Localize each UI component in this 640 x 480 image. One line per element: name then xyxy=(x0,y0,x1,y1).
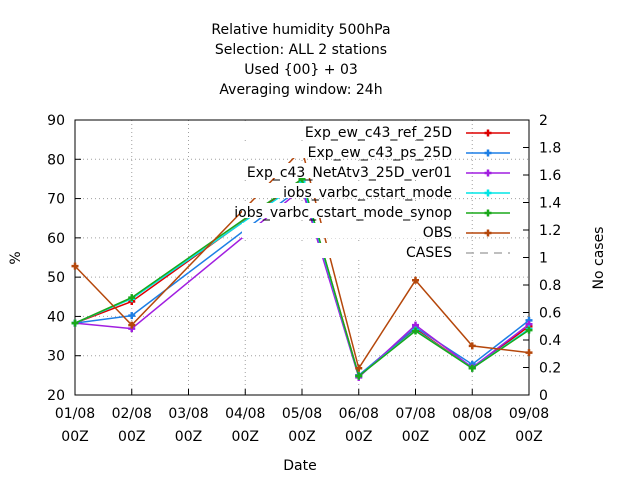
x-tick-label-date: 02/08 xyxy=(112,406,152,422)
legend-item: OBS xyxy=(242,223,510,241)
data-point xyxy=(71,262,79,270)
y2-axis-ticks: 0 0.2 0.4 0.6 0.8 1 1.2 1.4 1.6 1.8 2 xyxy=(523,113,561,404)
title-line: Averaging window: 24h xyxy=(219,82,382,98)
y-tick-label: 90 xyxy=(47,113,65,129)
x-tick-label-date: 08/08 xyxy=(452,406,492,422)
title-line: Relative humidity 500hPa xyxy=(211,22,390,38)
x-tick-label-date: 07/08 xyxy=(395,406,435,422)
y-tick-label: 60 xyxy=(47,231,65,247)
y2-axis-title: No cases xyxy=(591,227,607,290)
legend-item: Exp_ew_c43_ref_25D xyxy=(242,123,510,141)
legend-item: Exp_ew_c43_ps_25D xyxy=(242,143,510,161)
data-point xyxy=(468,342,476,350)
y2-tick-label: 1.8 xyxy=(539,141,561,157)
legend: Exp_ew_c43_ref_25D Exp_ew_c43_ps_25D Exp_c… xyxy=(234,123,510,261)
y-tick-label: 30 xyxy=(47,349,65,365)
legend-swatch-marker xyxy=(484,149,492,157)
legend-swatch-marker xyxy=(484,129,492,137)
legend-item: iobs_varbc_cstart_mode xyxy=(242,183,510,201)
legend-label: OBS xyxy=(423,225,452,241)
y-tick-label: 40 xyxy=(47,309,65,325)
data-point xyxy=(468,364,476,372)
data-point xyxy=(412,276,419,284)
legend-item: iobs_varbc_cstart_mode_synop xyxy=(234,203,510,221)
legend-label-background xyxy=(242,143,451,158)
x-tick-label-hour: 00Z xyxy=(175,429,202,445)
x-tick-label-date: 03/08 xyxy=(168,406,208,422)
y-tick-label: 70 xyxy=(47,192,65,208)
data-point xyxy=(355,372,363,380)
x-tick-label-hour: 00Z xyxy=(118,429,145,445)
legend-label: iobs_varbc_cstart_mode xyxy=(283,185,452,201)
x-tick-label-hour: 00Z xyxy=(515,429,542,445)
y-tick-label: 50 xyxy=(47,270,65,286)
legend-label-background xyxy=(242,243,451,258)
legend-label: Exp_ew_c43_ref_25D xyxy=(305,125,452,141)
legend-swatch-marker xyxy=(484,189,492,197)
title-line: Selection: ALL 2 stations xyxy=(215,42,387,58)
x-tick-label-hour: 00Z xyxy=(345,429,372,445)
x-tick-label-hour: 00Z xyxy=(459,429,486,445)
series-lines xyxy=(71,145,533,381)
x-tick-label-date: 05/08 xyxy=(282,406,322,422)
data-point xyxy=(128,321,136,329)
y2-tick-label: 1.2 xyxy=(539,223,561,239)
legend-label-background xyxy=(242,203,451,218)
chart-title: Relative humidity 500hPa Selection: ALL 2… xyxy=(211,22,390,98)
x-tick-label-date: 09/08 xyxy=(509,406,549,422)
x-tick-label-date: 06/08 xyxy=(339,406,379,422)
legend-label: CASES xyxy=(406,245,452,261)
legend-label-background xyxy=(242,163,451,178)
legend-swatch-marker xyxy=(484,229,492,237)
x-tick-label-date: 01/08 xyxy=(55,406,95,422)
data-point xyxy=(128,294,136,302)
y2-tick-label: 0 xyxy=(539,388,548,404)
legend-label-background xyxy=(242,123,451,138)
y-tick-label: 80 xyxy=(47,152,65,168)
legend-swatch-marker xyxy=(484,209,492,217)
y2-tick-label: 0.4 xyxy=(539,333,561,349)
y2-tick-label: 0.6 xyxy=(539,306,561,322)
y2-tick-label: 2 xyxy=(539,113,548,129)
legend-label: Exp_ew_c43_ps_25D xyxy=(308,145,452,161)
data-point xyxy=(355,364,363,372)
title-line: Used {00} + 03 xyxy=(244,62,358,78)
legend-label: Exp_c43_NetAtv3_25D_ver01 xyxy=(247,165,452,181)
y2-tick-label: 1 xyxy=(539,251,548,267)
y-tick-label: 20 xyxy=(47,388,65,404)
y2-tick-label: 0.2 xyxy=(539,361,561,377)
legend-label-background xyxy=(242,223,451,238)
x-tick-label-hour: 00Z xyxy=(232,429,259,445)
legend-swatch-marker xyxy=(484,169,492,177)
x-tick-label-date: 04/08 xyxy=(225,406,265,422)
y2-tick-label: 1.6 xyxy=(539,168,561,184)
legend-item: CASES xyxy=(242,243,510,261)
y2-tick-label: 0.8 xyxy=(539,278,561,294)
legend-label: iobs_varbc_cstart_mode_synop xyxy=(234,205,452,221)
data-point xyxy=(71,319,79,327)
data-point xyxy=(525,349,533,357)
data-point xyxy=(525,326,533,334)
x-tick-label-hour: 00Z xyxy=(402,429,429,445)
data-point xyxy=(128,312,136,320)
x-tick-label-hour: 00Z xyxy=(288,429,315,445)
y-axis-ticks: 20 30 40 50 60 70 80 90 xyxy=(47,113,81,404)
x-tick-label-hour: 00Z xyxy=(61,429,88,445)
x-axis-ticks: 01/08 00Z 02/08 00Z 03/08 00Z 04/08 00Z 05/08 00Z… xyxy=(55,389,549,445)
data-point xyxy=(412,327,419,335)
y2-tick-label: 1.4 xyxy=(539,196,561,212)
legend-item: Exp_c43_NetAtv3_25D_ver01 xyxy=(242,163,510,181)
x-axis-title: Date xyxy=(283,458,316,474)
y-axis-title: % xyxy=(8,251,24,264)
legend-label-background xyxy=(242,183,451,198)
